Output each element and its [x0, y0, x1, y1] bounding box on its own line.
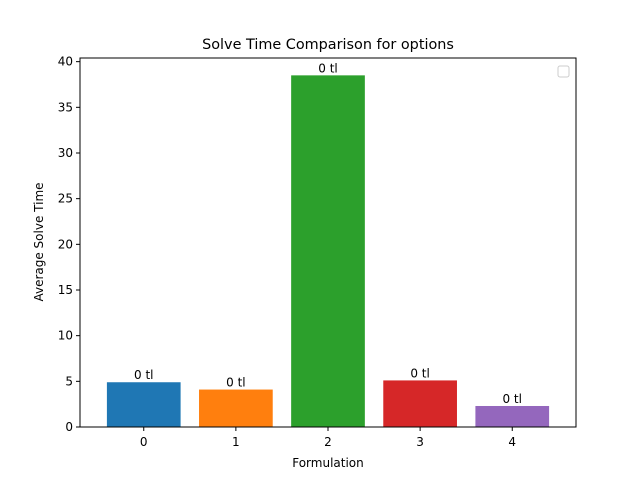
plot-frame	[79, 57, 577, 428]
bar-value-label: 0 tl	[134, 368, 154, 382]
y-tick-label: 40	[58, 55, 73, 69]
x-tick-label: 2	[324, 435, 332, 449]
y-tick-label: 10	[58, 329, 73, 343]
bar-value-label: 0 tl	[410, 366, 430, 380]
x-tick-label: 1	[232, 435, 240, 449]
bar-0	[106, 382, 181, 427]
legend-box	[557, 65, 570, 78]
y-tick-label: 25	[58, 192, 73, 206]
x-tick-label: 3	[416, 435, 424, 449]
y-axis: 0 5 10 15 20 25 30 35 40	[58, 55, 80, 434]
y-tick-label: 30	[58, 146, 73, 160]
bar-value-label: 0 tl	[502, 392, 522, 406]
bar-2	[291, 75, 365, 428]
bar-value-label: 0 tl	[318, 61, 338, 75]
x-tick-label: 4	[508, 435, 516, 449]
bar-1	[199, 389, 273, 427]
chart-title: Solve Time Comparison for options	[202, 37, 454, 53]
x-axis-label: Formulation	[292, 456, 364, 470]
y-tick-label: 35	[58, 100, 73, 114]
x-tick-label: 0	[140, 435, 148, 449]
y-tick-label: 0	[65, 420, 73, 434]
bar-value-label: 0 tl	[226, 376, 246, 390]
y-tick-label: 15	[58, 283, 73, 297]
x-axis: 0 1 2 3 4	[140, 427, 516, 449]
bar-3	[383, 380, 457, 427]
y-axis-label: Average Solve Time	[32, 182, 46, 301]
y-tick-label: 5	[65, 374, 73, 388]
y-tick-label: 20	[58, 237, 73, 251]
bars-group	[106, 75, 550, 428]
bar-4	[475, 405, 550, 427]
bar-labels-group: 0 tl 0 tl 0 tl 0 tl 0 tl	[134, 61, 522, 406]
